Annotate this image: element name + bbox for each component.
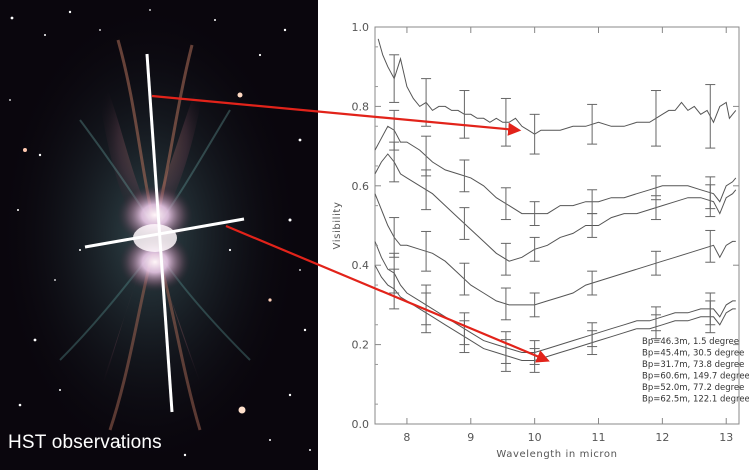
x-tick-label: 13	[719, 431, 733, 444]
series-line-5	[374, 241, 736, 353]
legend-entry: Bp=60.6m, 149.7 degree	[642, 372, 749, 382]
y-tick-label: 1.0	[352, 21, 370, 34]
legend-entry: Bp=46.3m, 1.5 degree	[642, 337, 739, 347]
y-tick-label: 0.2	[352, 339, 370, 352]
series-line-2	[374, 125, 737, 215]
x-tick-label: 8	[403, 431, 410, 444]
visibility-chart: 8 9 10 11 12 13 0.0 0.2 0.4 0.6 0.8 1.0 Wavelength …	[332, 21, 749, 460]
x-axis-label: Wavelength in micron	[496, 449, 617, 460]
image-axis-horizontal	[84, 217, 245, 249]
y-tick-label: 0.4	[352, 259, 370, 272]
series-line-1	[377, 38, 737, 135]
series-line-4	[374, 193, 736, 306]
x-tick-label: 12	[655, 431, 669, 444]
legend-entry: Bp=31.7m, 73.8 degree	[642, 360, 744, 370]
y-axis-label: Visibility	[332, 202, 343, 250]
y-tick-label: 0.8	[352, 100, 370, 113]
x-tick-label: 9	[467, 431, 474, 444]
x-tick-label: 10	[528, 431, 542, 444]
legend-entry: Bp=52.0m, 77.2 degree	[642, 383, 744, 393]
chart-legend: Bp=46.3m, 1.5 degree Bp=45.4m, 30.5 degre…	[642, 337, 749, 405]
legend-entry: Bp=62.5m, 122.1 degree	[642, 395, 749, 405]
y-tick-label: 0.0	[352, 418, 370, 431]
x-tick-label: 11	[592, 431, 606, 444]
y-tick-label: 0.6	[352, 180, 370, 193]
hst-nebula-image: HST observations	[0, 0, 318, 470]
nebula-picture	[0, 0, 318, 470]
image-caption: HST observations	[8, 432, 162, 453]
legend-entry: Bp=45.4m, 30.5 degree	[642, 349, 744, 359]
series-line-3	[374, 153, 737, 262]
